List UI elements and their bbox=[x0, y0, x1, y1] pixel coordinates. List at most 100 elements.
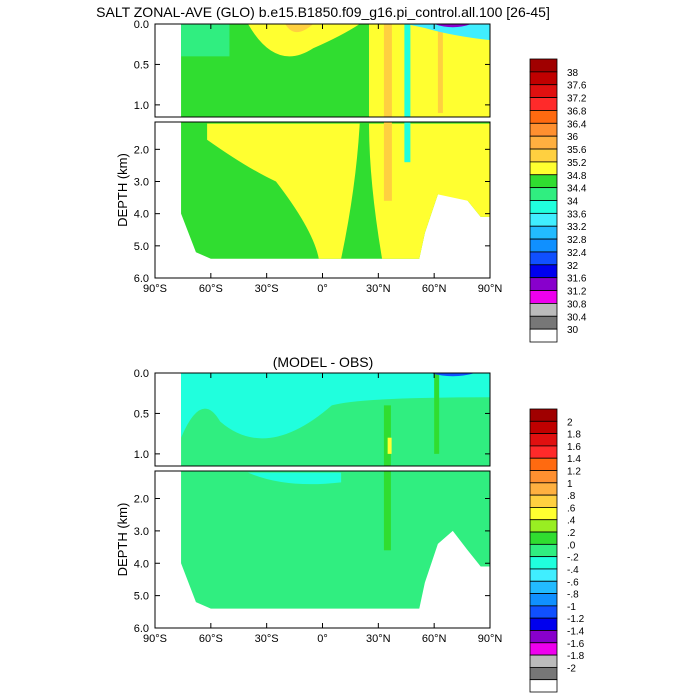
colorbar-swatch bbox=[529, 71, 558, 86]
x-tick-label: 60°S bbox=[199, 283, 223, 295]
colorbar-label: 1.4 bbox=[567, 454, 581, 465]
y-tick-label: 1.0 bbox=[134, 449, 149, 461]
y-tick-label: 0.0 bbox=[134, 19, 149, 31]
colorbar-label: 32 bbox=[567, 261, 579, 272]
upper-cyan bbox=[181, 373, 491, 439]
colorbar-label: 30.4 bbox=[567, 312, 587, 323]
colorbar-label: 37.6 bbox=[567, 81, 587, 92]
colorbar-label: -.2 bbox=[567, 553, 579, 564]
colorbar-label: 34.4 bbox=[567, 184, 587, 195]
colorbar-label: -1.2 bbox=[567, 614, 585, 625]
colorbar-swatch bbox=[529, 482, 558, 496]
colorbar-swatch bbox=[529, 328, 558, 343]
med-green bbox=[383, 405, 391, 551]
colorbar-swatch bbox=[529, 303, 558, 317]
colorbar-swatch bbox=[529, 264, 558, 279]
x-tick-label: 30°N bbox=[366, 633, 391, 645]
colorbar-label: .6 bbox=[567, 503, 576, 514]
colorbar-swatch bbox=[529, 666, 558, 681]
colorbar-label: 1.2 bbox=[567, 467, 581, 478]
lower-ocean bbox=[181, 471, 491, 609]
colorbar-swatch bbox=[529, 58, 558, 73]
colorbar-swatch bbox=[529, 445, 558, 459]
colorbar-label: 30 bbox=[567, 325, 579, 336]
colorbar-swatch bbox=[529, 507, 558, 521]
colorbar-swatch bbox=[529, 212, 558, 227]
med-outflow bbox=[383, 24, 392, 201]
colorbar-label: .0 bbox=[567, 540, 576, 551]
colorbar-swatch bbox=[529, 580, 558, 594]
colorbar-label: 38 bbox=[567, 68, 579, 79]
colorbar-label: -1.6 bbox=[567, 639, 585, 650]
y-tick-label: 1.0 bbox=[134, 100, 149, 112]
lower-cyan bbox=[248, 472, 342, 485]
x-tick-label: 30°S bbox=[255, 633, 279, 645]
x-tick-label: 60°N bbox=[422, 633, 447, 645]
x-tick-label: 90°N bbox=[478, 633, 503, 645]
colorbar-swatch bbox=[529, 470, 558, 484]
arctic-blue bbox=[430, 373, 476, 377]
colorbar: 3837.637.236.836.43635.635.234.834.43433… bbox=[529, 58, 587, 343]
y-axis-label: DEPTH (km) bbox=[115, 503, 130, 577]
colorbar-swatch bbox=[529, 420, 558, 435]
y-tick-label: 3.0 bbox=[134, 177, 149, 189]
colorbar: 21.81.61.41.21.8.6.4.2.0-.2-.4-.6-.8-1-1… bbox=[529, 408, 585, 693]
colorbar-label: 36 bbox=[567, 132, 579, 143]
colorbar-swatch bbox=[529, 122, 558, 137]
x-tick-label: 30°N bbox=[366, 283, 391, 295]
y-tick-label: 0.5 bbox=[134, 59, 149, 71]
surface-yellow bbox=[248, 24, 360, 57]
field-area bbox=[155, 373, 491, 628]
fresh-plume bbox=[404, 24, 411, 163]
y-tick-label: 4.0 bbox=[134, 558, 149, 570]
colorbar-label: -.6 bbox=[567, 577, 579, 588]
upper-yellow-body bbox=[207, 123, 360, 259]
y-tick-label: 2.0 bbox=[134, 494, 149, 506]
colorbar-swatch bbox=[529, 238, 558, 253]
colorbar-label: 33.6 bbox=[567, 209, 587, 220]
colorbar-swatch bbox=[529, 556, 558, 570]
x-tick-label: 0° bbox=[317, 633, 328, 645]
y-tick-label: 4.0 bbox=[134, 209, 149, 221]
med-yellow bbox=[387, 437, 392, 454]
field-area bbox=[155, 24, 491, 278]
y-tick-label: 2.0 bbox=[134, 144, 149, 156]
colorbar-label: 35.6 bbox=[567, 145, 587, 156]
y-tick-label: 5.0 bbox=[134, 241, 149, 253]
colorbar-swatch bbox=[529, 315, 558, 330]
x-tick-label: 60°S bbox=[199, 633, 223, 645]
colorbar-label: .8 bbox=[567, 491, 576, 502]
colorbar-label: 36.4 bbox=[567, 119, 587, 130]
colorbar-label: 31.2 bbox=[567, 287, 587, 298]
y-tick-label: 6.0 bbox=[134, 623, 149, 635]
colorbar-swatch bbox=[529, 251, 558, 266]
colorbar-label: -.4 bbox=[567, 565, 579, 576]
x-tick-label: 90°S bbox=[143, 633, 167, 645]
colorbar-label: 36.8 bbox=[567, 106, 587, 117]
depth-break bbox=[155, 117, 490, 122]
colorbar-label: 1 bbox=[567, 479, 573, 490]
panel-title: (MODEL - OBS) bbox=[273, 354, 374, 370]
y-axis-label: DEPTH (km) bbox=[115, 153, 130, 227]
colorbar-label: 1.8 bbox=[567, 430, 581, 441]
depth-break bbox=[155, 466, 490, 471]
north-green bbox=[434, 373, 440, 454]
colorbar-swatch bbox=[529, 433, 558, 447]
colorbar-swatch bbox=[529, 277, 558, 291]
colorbar-label: 32.8 bbox=[567, 235, 587, 246]
y-tick-label: 5.0 bbox=[134, 591, 149, 603]
colorbar-label: 32.4 bbox=[567, 248, 587, 259]
colorbar-label: 2 bbox=[567, 417, 573, 428]
colorbar-swatch bbox=[529, 654, 558, 668]
colorbar-label: 34 bbox=[567, 197, 579, 208]
colorbar-label: -1 bbox=[567, 602, 576, 613]
colorbar-swatch bbox=[529, 110, 558, 124]
colorbar-label: 31.6 bbox=[567, 274, 587, 285]
colorbar-swatch bbox=[529, 605, 558, 619]
colorbar-label: .2 bbox=[567, 528, 576, 539]
colorbar-label: 37.2 bbox=[567, 94, 587, 105]
north-yellow-body bbox=[369, 123, 490, 259]
x-tick-label: 30°S bbox=[255, 283, 279, 295]
x-tick-label: 90°N bbox=[478, 283, 503, 295]
colorbar-swatch bbox=[529, 290, 558, 304]
